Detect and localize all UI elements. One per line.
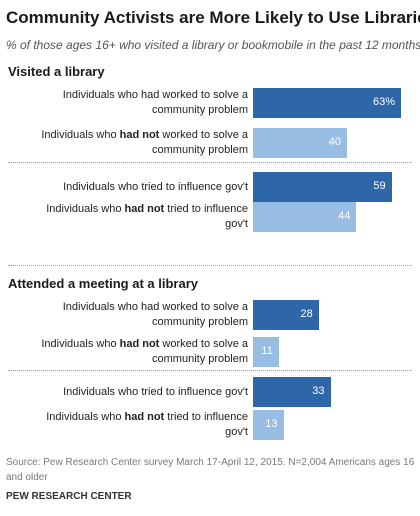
data-label: 44 xyxy=(338,210,351,222)
category-label-emphasis: had not xyxy=(124,203,165,215)
data-bar xyxy=(253,202,357,232)
category-label-text: worked to solve a community problem xyxy=(152,338,248,365)
data-bar xyxy=(253,377,331,407)
category-label-text: tried to influence gov't xyxy=(164,203,248,230)
category-label-emphasis: had not xyxy=(119,129,160,141)
source-note: Source: Pew Research Center survey March… xyxy=(6,457,415,483)
category-label-text: Individuals who xyxy=(46,203,125,215)
category-label: Individuals who tried to influence gov't xyxy=(33,180,248,195)
data-label: 13 xyxy=(265,418,278,430)
category-label-emphasis: had not xyxy=(124,411,165,423)
data-bar xyxy=(253,410,284,440)
credit: PEW RESEARCH CENTER xyxy=(6,491,132,502)
data-bar xyxy=(253,128,347,158)
category-label-text: worked to solve a community problem xyxy=(152,129,248,156)
data-label: 11 xyxy=(261,345,273,357)
category-label: Individuals who had worked to solve a co… xyxy=(33,88,248,118)
chart-title: Community Activists are More Likely to U… xyxy=(6,8,420,27)
category-label: Individuals who had not worked to solve … xyxy=(33,337,248,367)
group-divider xyxy=(8,162,412,163)
category-label-text: Individuals who had worked to solve a co… xyxy=(62,89,248,116)
section-heading: Attended a meeting at a library xyxy=(8,276,198,291)
data-label: 28 xyxy=(300,308,313,320)
category-label: Individuals who had not worked to solve … xyxy=(33,128,248,158)
category-label-text: Individuals who tried to influence gov't xyxy=(63,385,248,398)
category-label-emphasis: had not xyxy=(119,338,160,350)
category-label-text: Individuals who had worked to solve a co… xyxy=(62,301,248,328)
category-label: Individuals who had not tried to influen… xyxy=(33,410,248,440)
group-divider xyxy=(8,370,412,371)
data-label: 63% xyxy=(373,96,396,108)
category-label-text: Individuals who xyxy=(41,129,120,141)
category-label: Individuals who had not tried to influen… xyxy=(33,202,248,232)
category-label-text: tried to influence gov't xyxy=(164,411,248,438)
data-bar xyxy=(253,172,392,202)
section-heading: Visited a library xyxy=(8,64,105,79)
category-label: Individuals who had worked to solve a co… xyxy=(33,300,248,330)
data-bar xyxy=(253,300,319,330)
data-label: 40 xyxy=(328,136,341,148)
data-bar xyxy=(253,337,279,367)
data-label: 59 xyxy=(373,180,386,192)
category-label-text: Individuals who xyxy=(41,338,120,350)
category-label: Individuals who tried to influence gov't xyxy=(33,385,248,400)
group-divider xyxy=(8,265,412,266)
chart-subtitle: % of those ages 16+ who visited a librar… xyxy=(6,38,420,52)
data-label: 33 xyxy=(312,385,325,397)
data-bar xyxy=(253,88,402,118)
category-label-text: Individuals who tried to influence gov't xyxy=(63,180,248,193)
category-label-text: Individuals who xyxy=(46,411,125,423)
